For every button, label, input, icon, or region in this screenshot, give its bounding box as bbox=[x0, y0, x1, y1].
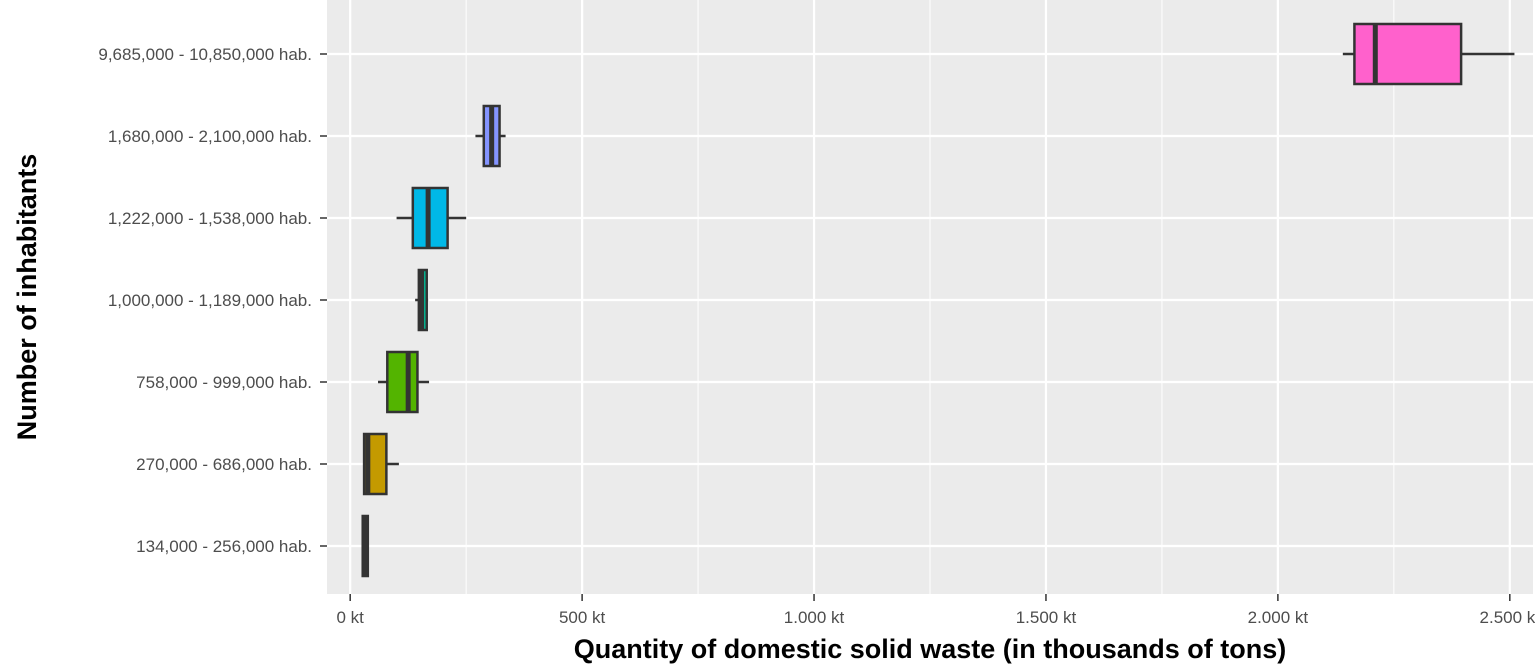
minor-gridlines bbox=[465, 0, 1395, 594]
x-tick-label: 2.500 kt bbox=[1480, 608, 1535, 627]
box-0 bbox=[1342, 22, 1515, 86]
boxes-layer bbox=[361, 22, 1515, 578]
x-axis-ticks: 0 kt 500 kt 1.000 kt 1.500 kt 2.000 kt 2.500 … bbox=[336, 594, 1535, 627]
x-tick-label: 1.000 kt bbox=[784, 608, 845, 627]
box-1 bbox=[475, 104, 506, 168]
box-4 bbox=[378, 350, 430, 414]
x-tick-label: 0 kt bbox=[336, 608, 364, 627]
box-2 bbox=[396, 186, 467, 250]
y-tick-label: 134,000 - 256,000 hab. bbox=[136, 537, 312, 556]
box-3 bbox=[415, 268, 429, 332]
box-5 bbox=[362, 432, 399, 496]
x-tick-label: 2.000 kt bbox=[1248, 608, 1309, 627]
y-tick-label: 9,685,000 - 10,850,000 hab. bbox=[98, 45, 312, 64]
y-axis-ticks: 9,685,000 - 10,850,000 hab. 1,680,000 - 2… bbox=[98, 45, 327, 556]
box-6 bbox=[361, 514, 370, 578]
x-tick-label: 1.500 kt bbox=[1016, 608, 1077, 627]
y-tick-label: 1,680,000 - 2,100,000 hab. bbox=[108, 127, 312, 146]
y-tick-label: 758,000 - 999,000 hab. bbox=[136, 373, 312, 392]
y-tick-label: 270,000 - 686,000 hab. bbox=[136, 455, 312, 474]
y-tick-label: 1,222,000 - 1,538,000 hab. bbox=[108, 209, 312, 228]
x-tick-label: 500 kt bbox=[559, 608, 606, 627]
major-gridlines bbox=[327, 0, 1533, 594]
box-rect bbox=[1353, 22, 1463, 86]
box-rect bbox=[386, 350, 419, 414]
y-axis-title: Number of inhabitants bbox=[12, 154, 42, 441]
y-tick-label: 1,000,000 - 1,189,000 hab. bbox=[108, 291, 312, 310]
x-axis-title: Quantity of domestic solid waste (in tho… bbox=[574, 634, 1287, 664]
